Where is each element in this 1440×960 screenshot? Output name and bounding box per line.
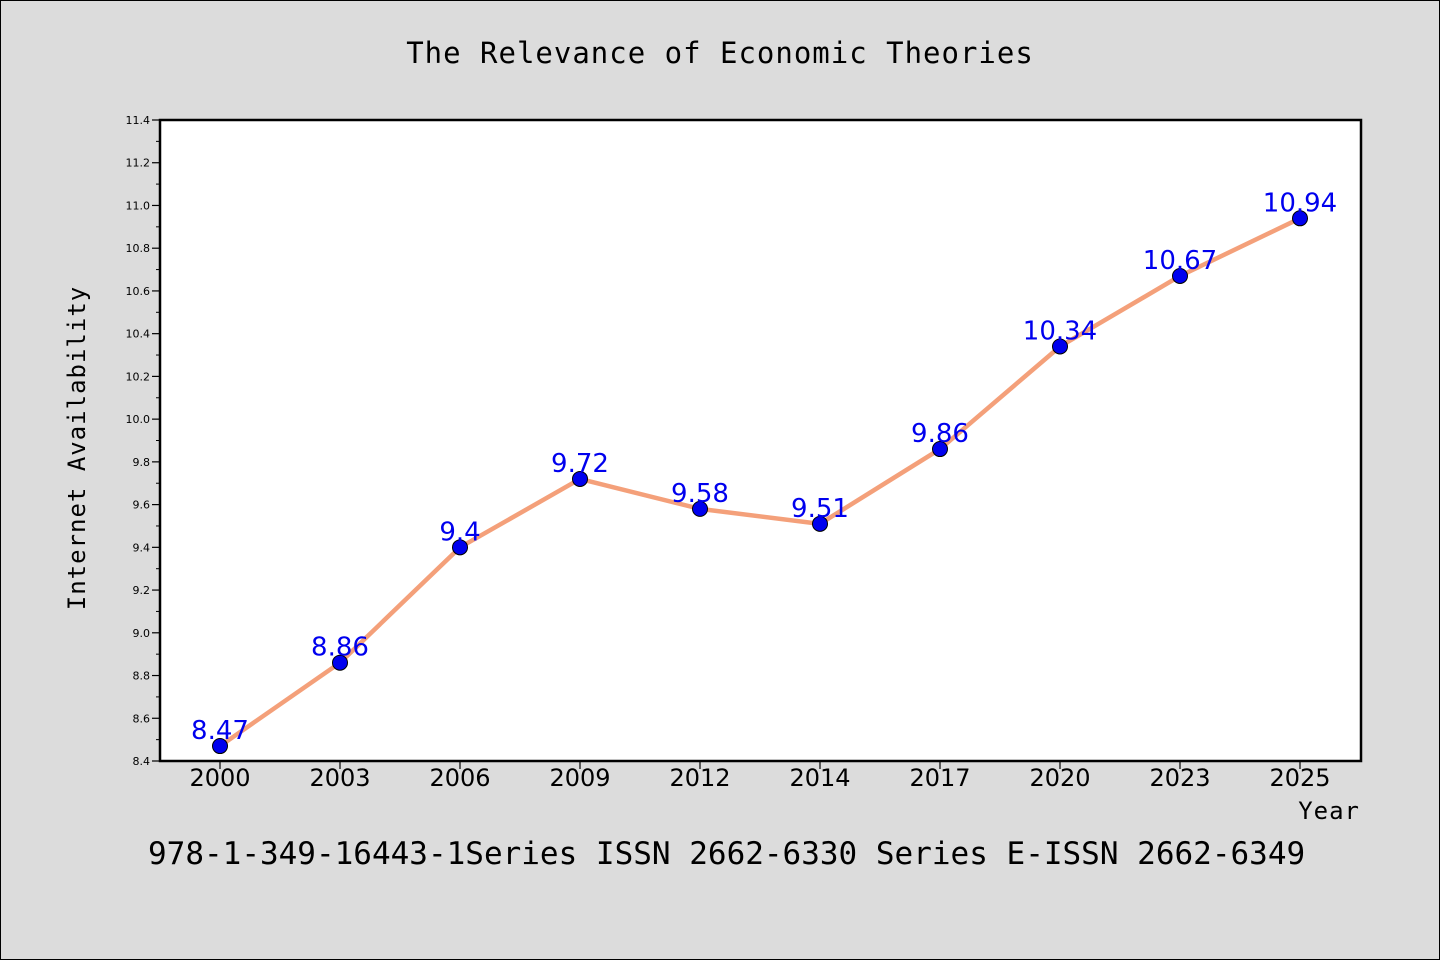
data-label-2020: 10.34 [1023, 316, 1097, 346]
y-tick-label: 11.2 [126, 157, 151, 170]
footer-isbn-issn: 978-1-349-16443-1Series ISSN 2662-6330 S… [148, 836, 1305, 872]
y-tick-label: 11.0 [126, 199, 151, 212]
y-tick-label: 9.2 [133, 584, 151, 597]
y-axis-ticks: 8.4 8.6 8.8 9.0 9.2 9.4 9.6 9.8 10.0 10.2 10.4 10.6… [126, 114, 160, 768]
data-point-2020 [1052, 338, 1068, 355]
y-tick-label: 10.0 [126, 413, 151, 426]
data-labels: 8.47 8.86 9.4 9.72 9.58 9.51 9.86 10.34 10.67 10.… [191, 188, 1337, 746]
x-tick-label: 2003 [309, 764, 370, 792]
y-tick-label: 10.8 [126, 242, 151, 255]
series-line [217, 216, 1303, 749]
y-tick-label: 9.8 [133, 456, 151, 469]
data-point-2012 [692, 500, 708, 517]
x-tick-label: 2000 [189, 764, 250, 792]
data-point-2023 [1172, 267, 1188, 284]
y-tick-label: 10.4 [126, 328, 151, 341]
y-tick-label: 9.4 [133, 541, 151, 554]
data-point-2025 [1292, 210, 1308, 227]
x-tick-label: 2025 [1269, 764, 1330, 792]
data-point-2003 [332, 654, 348, 671]
x-tick-label: 2009 [549, 764, 610, 792]
y-tick-label: 8.8 [133, 670, 151, 683]
data-point-2006 [452, 539, 468, 556]
plot-area [158, 118, 1363, 763]
data-label-2009: 9.72 [551, 449, 609, 479]
data-label-2014: 9.51 [791, 494, 849, 524]
x-tick-label: 2017 [909, 764, 970, 792]
y-tick-label: 8.6 [133, 712, 151, 725]
x-tick-label: 2006 [429, 764, 490, 792]
data-point-2014 [812, 515, 828, 532]
y-axis-label: Internet Availability [63, 286, 91, 610]
data-label-2023: 10.67 [1143, 246, 1217, 276]
data-point-2009 [572, 470, 588, 487]
data-label-2003: 8.86 [311, 633, 369, 663]
data-label-2006: 9.4 [439, 517, 480, 547]
y-tick-label: 9.0 [133, 627, 151, 640]
y-tick-label: 10.6 [126, 285, 151, 298]
y-tick-label: 11.4 [126, 114, 151, 127]
data-point-2000 [212, 738, 228, 755]
data-label-2017: 9.86 [911, 419, 969, 449]
data-label-2012: 9.58 [671, 479, 729, 509]
data-point-2017 [932, 441, 948, 458]
x-axis-label: Year [1298, 797, 1360, 825]
y-tick-label: 9.6 [133, 499, 151, 512]
x-tick-label: 2023 [1149, 764, 1210, 792]
data-label-2000: 8.47 [191, 716, 249, 746]
data-markers [212, 210, 1308, 755]
y-tick-label: 8.4 [133, 755, 151, 768]
data-label-2025: 10.94 [1263, 188, 1337, 218]
y-tick-label: 10.2 [126, 370, 151, 383]
x-tick-label: 2020 [1029, 764, 1090, 792]
x-tick-label: 2014 [789, 764, 850, 792]
x-tick-label: 2012 [669, 764, 730, 792]
chart-title: The Relevance of Economic Theories [406, 36, 1034, 70]
x-axis-ticks: 2000 2003 2006 2009 2012 2014 2017 2020 2023 2025 [189, 761, 1331, 792]
